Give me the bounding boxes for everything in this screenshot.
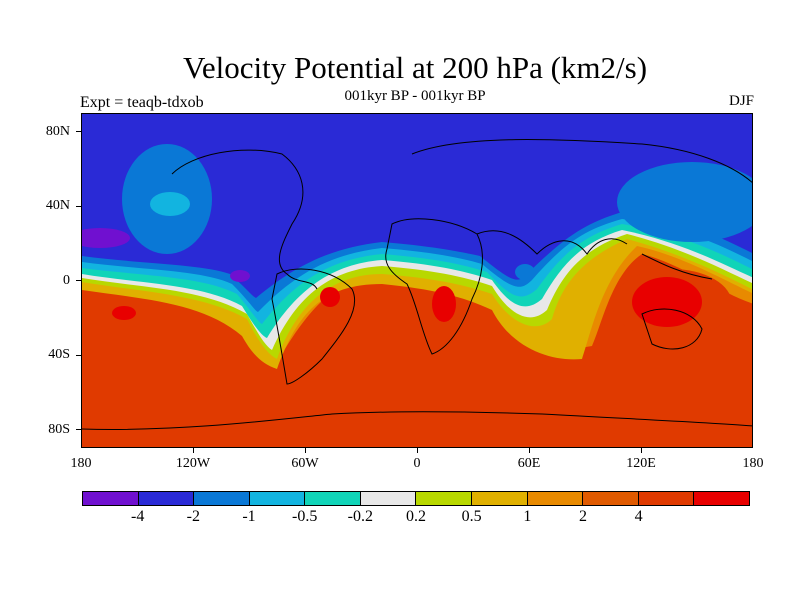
lat-label-80s: 80S <box>48 422 70 437</box>
colorbar-label: 0.5 <box>461 508 482 525</box>
field-arabia-cell <box>515 264 535 280</box>
field-maritime-peak <box>632 277 702 327</box>
lon-label-60w: 60W <box>291 456 319 471</box>
lon-label-60e: 60E <box>517 456 541 471</box>
experiment-label: Expt = teaqb-tdxob <box>80 94 204 111</box>
lon-label-120w: 120W <box>175 456 211 471</box>
field-npacific-core <box>150 192 190 216</box>
tick-80n <box>76 131 81 132</box>
lat-label-eq: 0 <box>63 273 70 288</box>
coast-indonesia <box>641 253 713 280</box>
coast-north-america <box>171 149 318 290</box>
colorbar-swatch <box>194 492 250 505</box>
season-label: DJF <box>728 93 754 109</box>
coast-australia <box>641 308 703 350</box>
colorbar-label: -2 <box>186 508 200 525</box>
colorbar-label: -1 <box>242 508 256 525</box>
colorbar-label: 0.2 <box>406 508 426 525</box>
colorbar-swatch <box>583 492 639 505</box>
colorbar-label: 1 <box>523 508 532 525</box>
map-title: Velocity Potential at 200 hPa (km2/s) <box>182 50 648 85</box>
tick-120e <box>641 448 642 453</box>
coastlines <box>82 139 752 430</box>
lat-label-40n: 40N <box>45 198 70 213</box>
lon-label-0: 0 <box>413 456 421 471</box>
colorbar-swatch <box>249 492 306 505</box>
lat-label-40s: 40S <box>48 347 70 362</box>
velocity-potential-map <box>82 114 752 447</box>
tick-60e <box>529 448 530 453</box>
colorbar-label: 4 <box>634 508 643 525</box>
lat-label-80n: 80N <box>45 124 70 139</box>
tick-eq <box>76 280 81 281</box>
coast-eurasia-north <box>411 139 752 183</box>
colorbar-swatch <box>694 492 749 505</box>
colorbar-swatch <box>138 492 195 505</box>
field-amazon-peak <box>320 287 340 307</box>
map-subtitle: 001kyr BP - 001kyr BP <box>344 88 486 104</box>
field-pacific-min <box>82 228 130 248</box>
coast-antarctica <box>82 411 752 430</box>
colorbar-swatch <box>305 492 361 505</box>
colorbar-swatch <box>360 492 417 505</box>
colorbar <box>82 491 750 506</box>
coast-africa <box>385 218 483 355</box>
field-asia-cell <box>617 162 752 242</box>
coast-southern-asia <box>476 230 628 255</box>
colorbar-swatch <box>83 492 139 505</box>
field-dark-blue-region <box>82 114 752 298</box>
lon-label-120e: 120E <box>626 456 656 471</box>
lon-label-180w: 180 <box>70 456 92 471</box>
colorbar-label: -4 <box>130 508 145 525</box>
coast-south-america <box>271 268 356 385</box>
map-panel <box>81 113 753 448</box>
field-epacific-min <box>230 270 250 282</box>
tick-80s <box>76 429 81 430</box>
tick-40n <box>76 206 81 207</box>
colorbar-swatch <box>416 492 473 505</box>
tick-0 <box>417 448 418 453</box>
colorbar-label: -0.5 <box>291 508 318 525</box>
colorbar-label: -0.2 <box>347 508 373 525</box>
colorbar-swatch <box>638 492 695 505</box>
tick-40s <box>76 355 81 356</box>
colorbar-swatch <box>472 492 528 505</box>
colorbar-swatch <box>527 492 584 505</box>
field-africa-peak <box>432 286 456 322</box>
colorbar-label: 2 <box>579 508 587 525</box>
tick-60w <box>305 448 306 453</box>
tick-120w <box>193 448 194 453</box>
lon-label-180e: 180 <box>742 456 764 471</box>
field-pacific-peak <box>112 306 136 320</box>
